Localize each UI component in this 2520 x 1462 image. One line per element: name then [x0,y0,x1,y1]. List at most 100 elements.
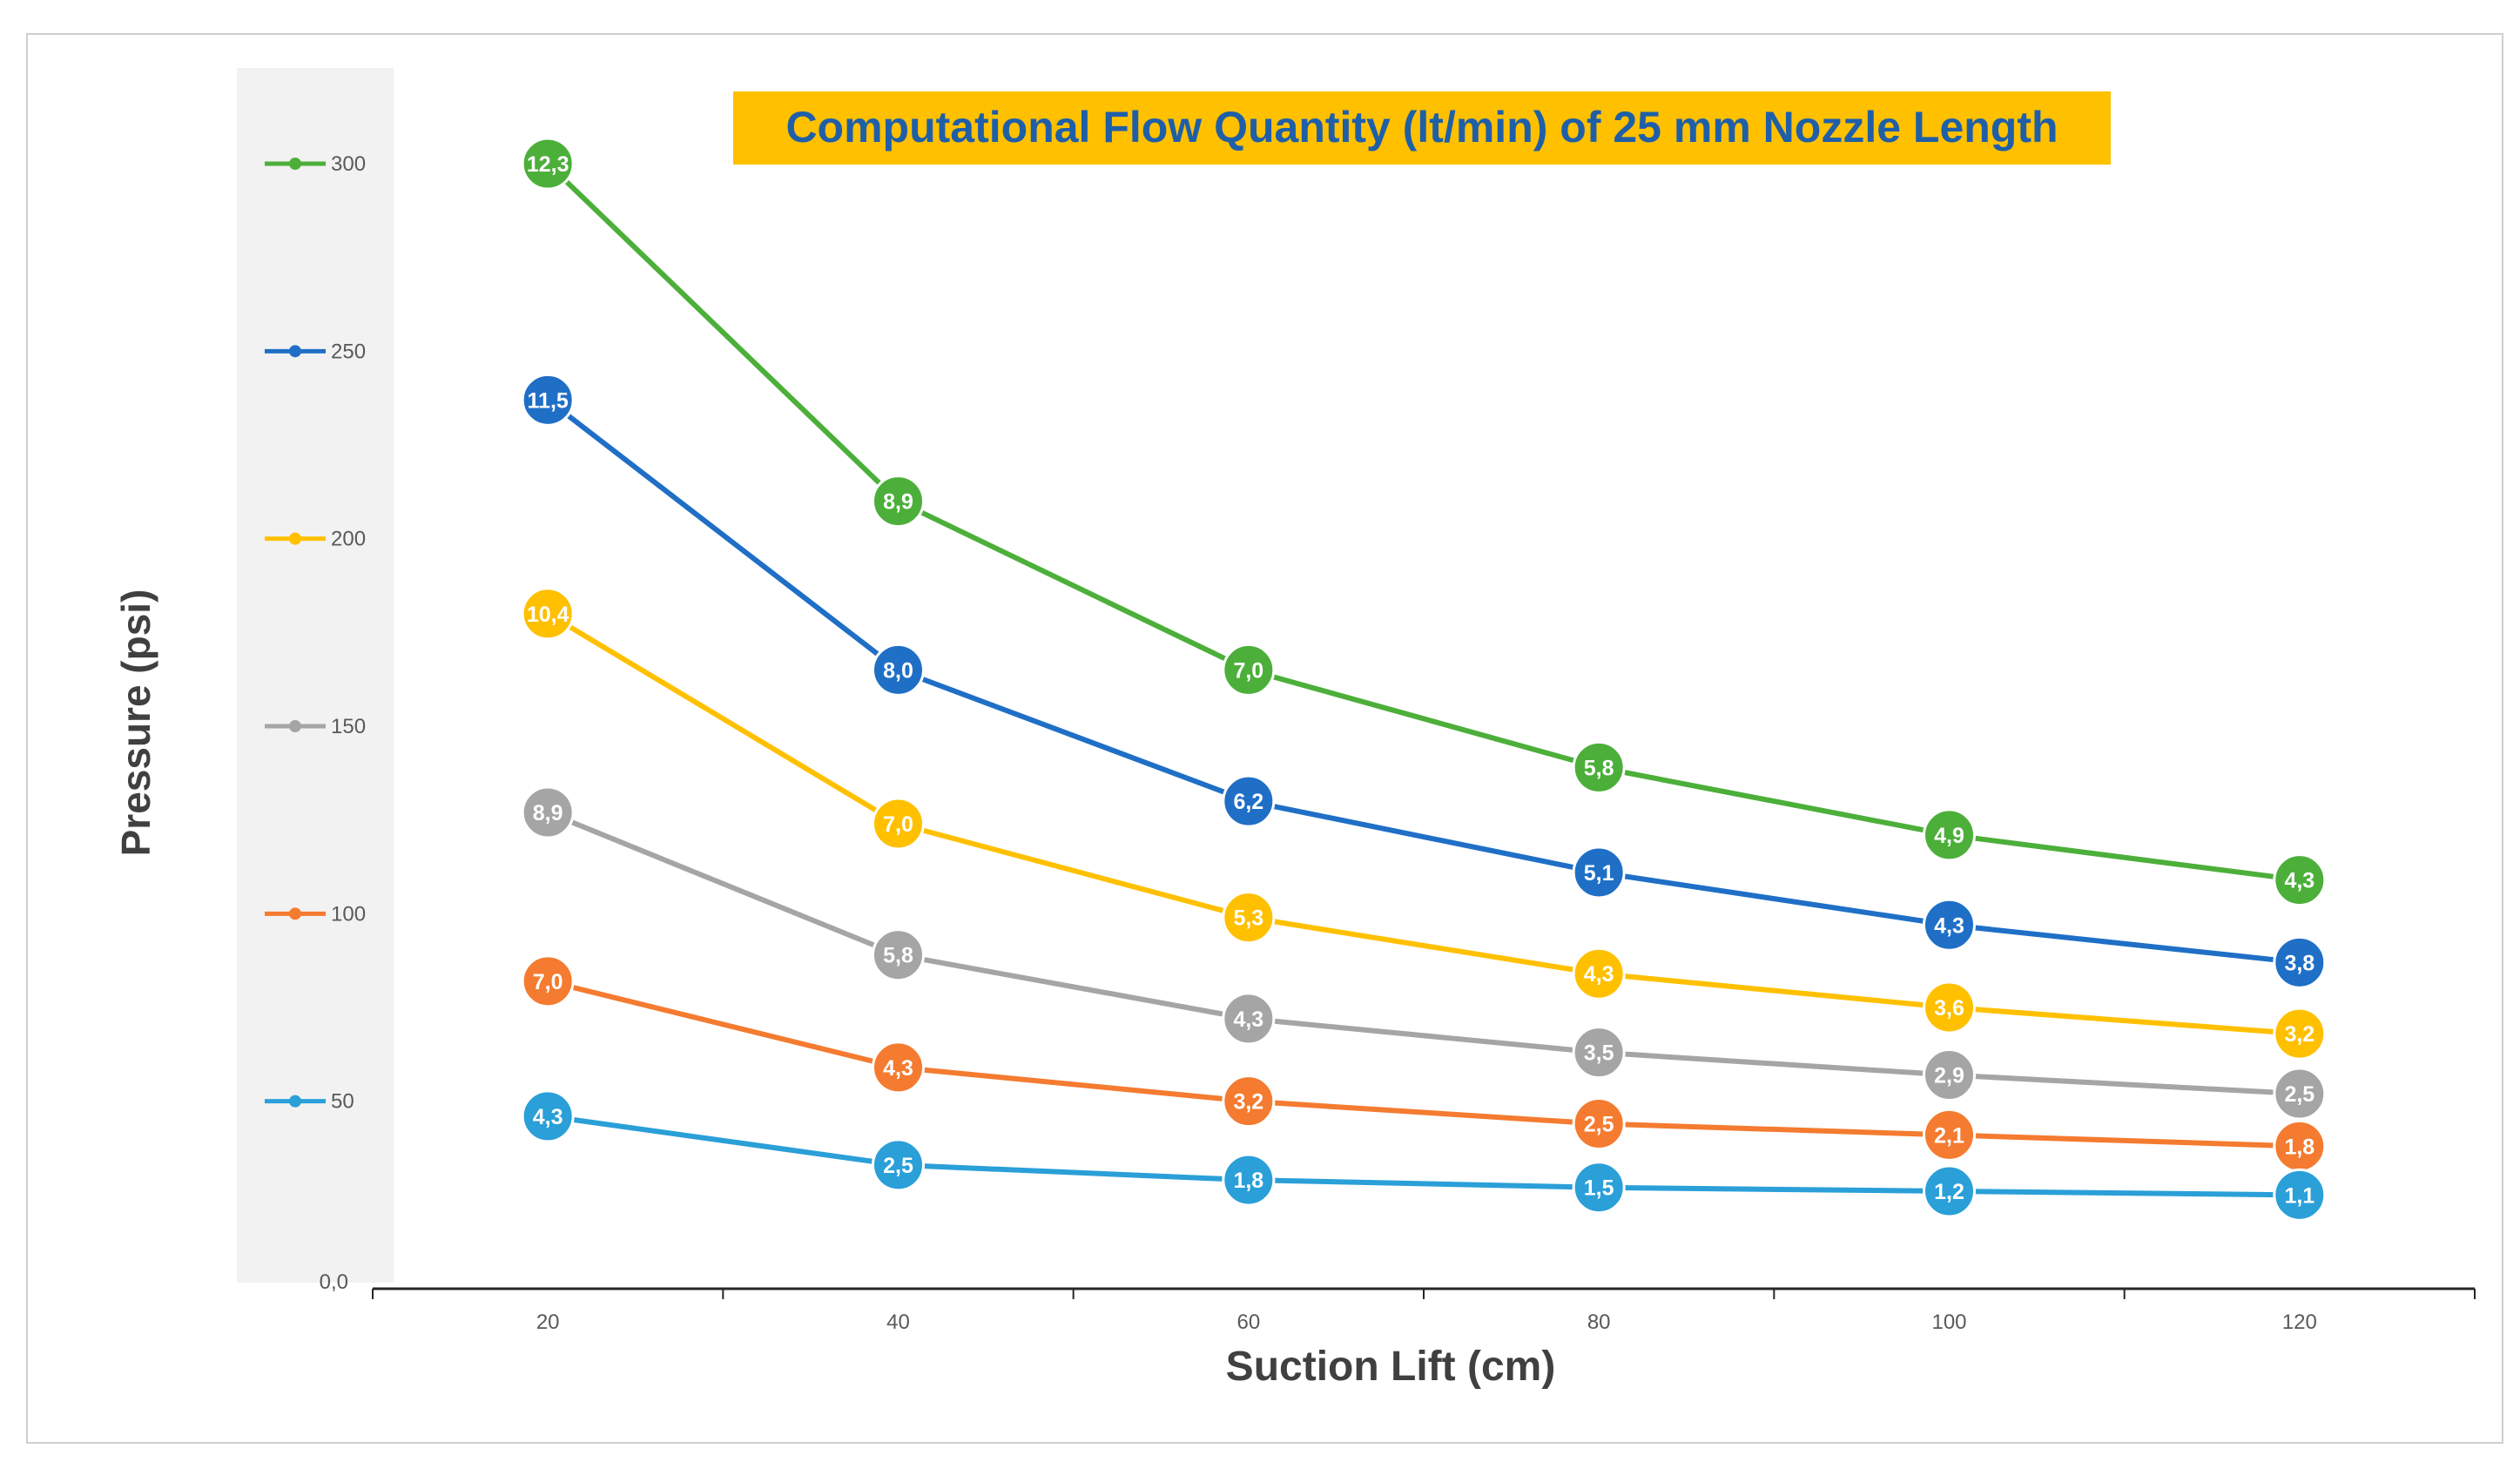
data-label: 8,9 [533,801,563,825]
data-label: 4,3 [1584,962,1614,987]
data-label: 7,0 [883,812,913,837]
x-tick-label: 60 [1236,1310,1260,1334]
data-label: 1,1 [2284,1183,2314,1208]
data-point [521,137,575,191]
series-50: 4,3 2,5 1,8 1,5 1,2 1,1 [521,1089,2327,1222]
x-tick-label: 20 [536,1310,560,1334]
series-line [547,810,2300,1097]
data-point [1572,1026,1626,1080]
data-point [1572,947,1626,1000]
series-line [546,161,2301,883]
legend-panel [237,68,394,1283]
data-label: 3,2 [2284,1022,2314,1047]
data-label: 1,8 [1233,1169,1263,1193]
series-line [547,1113,2300,1198]
x-tick-label: 80 [1587,1310,1611,1334]
legend-marker [289,345,301,358]
data-label: 3,5 [1584,1041,1614,1066]
series-line [547,978,2300,1149]
series-150: 8,9 5,8 4,3 3,5 2,9 2,5 [521,785,2327,1121]
data-point [872,797,925,851]
x-axis-title: Suction Lift (cm) [1226,1344,1556,1390]
legend-label: 100 [331,902,366,926]
data-point [521,954,575,1008]
data-point [1222,1075,1276,1129]
data-point [872,643,925,697]
data-point [1572,1097,1626,1151]
legend-label: 250 [331,340,366,363]
legend-marker [289,158,301,170]
x-tick-label: 40 [886,1310,910,1334]
data-label: 4,3 [2284,869,2314,893]
data-label: 4,9 [1934,824,1964,848]
legend-label: 50 [331,1090,354,1114]
data-label: 4,3 [1934,913,1964,938]
data-label: 12,3 [527,152,569,177]
data-point [872,475,925,529]
legend-label: 300 [331,152,366,176]
chart-title: Computational Flow Quantity (lt/min) of … [785,103,2058,152]
data-label: 3,8 [2284,951,2314,975]
data-point [1923,980,1976,1034]
data-point [1923,1108,1976,1162]
title-background [733,91,2111,165]
data-label: 7,0 [1233,658,1263,683]
data-label: 3,6 [1934,996,1964,1021]
chart-frame: 300 250 200 150 100 50 20 40 60 80 100 120 12,3 8,9… [26,33,2503,1444]
series-group: 12,38,97,05,84,94,311,58,06,25,14,33,810… [521,137,2327,1222]
data-point [1923,898,1976,952]
x-tick-label: 100 [1931,1310,1966,1334]
series-250: 11,5 8,0 6,2 5,1 4,3 3,8 [521,373,2327,989]
data-point [2273,1007,2327,1061]
data-label: 8,0 [883,658,913,683]
y-axis-zero-label: 0,0 [320,1270,348,1294]
data-label: 1,8 [2284,1135,2314,1159]
data-point [1222,774,1276,828]
data-point [1923,1164,1976,1218]
legend-marker [289,1095,301,1108]
legend-label: 150 [331,715,366,738]
data-point [872,928,925,982]
data-label: 2,1 [1934,1123,1964,1148]
data-label: 2,5 [883,1154,913,1178]
data-point [1572,846,1626,899]
data-point [1222,891,1276,945]
data-point [1923,1048,1976,1102]
x-tick-label: 120 [2282,1310,2317,1334]
data-point [1572,1161,1626,1215]
data-label: 2,5 [2284,1082,2314,1107]
data-label: 7,0 [533,970,563,994]
data-label: 4,3 [1233,1007,1263,1032]
data-label: 4,3 [883,1056,913,1081]
data-point [2273,853,2327,907]
series-200: 10,4 7,0 5,3 4,3 3,6 3,2 [521,587,2327,1061]
data-label: 1,2 [1934,1180,1964,1204]
data-label: 5,8 [1584,756,1614,780]
data-label: 5,1 [1584,861,1614,886]
y-axis-title: Pressure (psi) [113,590,158,857]
data-point [1923,808,1976,862]
data-point [1222,992,1276,1046]
data-label: 5,3 [1233,906,1263,931]
legend-marker [289,720,301,732]
data-point [2273,1067,2327,1121]
data-point [2273,1168,2327,1222]
data-point [521,587,575,641]
legend-marker [289,532,301,545]
data-point [872,1041,925,1095]
data-label: 2,5 [1584,1113,1614,1137]
data-label: 1,5 [1584,1176,1614,1201]
series-line [546,397,2301,966]
data-label: 3,2 [1233,1090,1263,1115]
data-point [521,373,575,427]
series-300: 12,3 8,9 7,0 5,8 4,9 4,3 [521,137,2327,907]
series-line [546,611,2301,1037]
data-point [872,1138,925,1192]
data-label: 10,4 [527,603,569,627]
data-label: 4,3 [533,1105,563,1129]
legend-label: 200 [331,528,366,551]
legend: 300 250 200 150 100 50 [265,152,366,1114]
data-point [1572,740,1626,794]
data-label: 6,2 [1233,790,1263,814]
data-label: 8,9 [883,490,913,515]
